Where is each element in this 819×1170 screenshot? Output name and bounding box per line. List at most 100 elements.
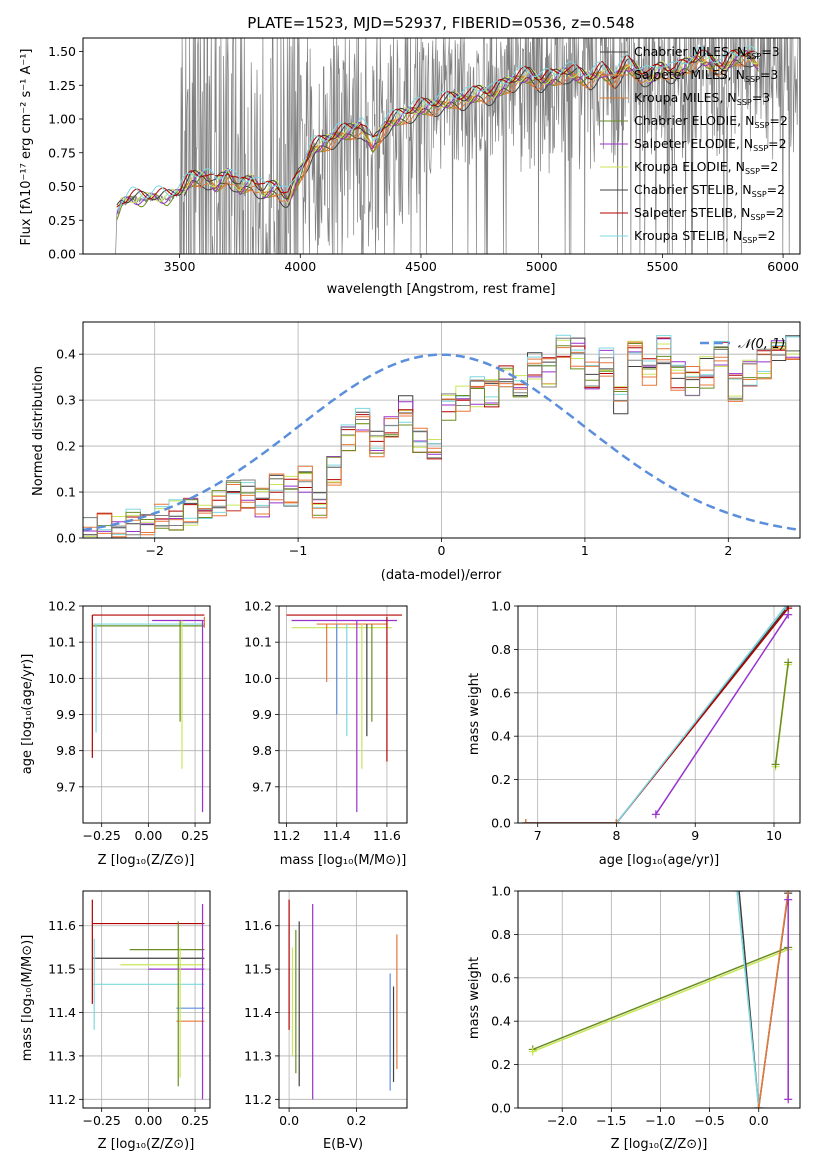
residuals-frame [82, 321, 801, 539]
spectrum-frame [82, 37, 801, 255]
histogram-series [83, 337, 800, 538]
x-tick-label: 0.25 [181, 828, 209, 843]
weight-vs-z-frame [517, 890, 801, 1109]
spectrum-legend: Chabrier MILES, NSSP=3 Salpeter MILES, NS… [600, 44, 788, 245]
weight-vs-age-panel: age [log₁₀(age/yr)] mass weight 7 8 9 10 0.0… [467, 599, 801, 868]
spectrum-data-line [83, 38, 800, 254]
y-tick-label: 0.4 [491, 1014, 511, 1029]
spectrum-title: PLATE=1523, MJD=52937, FIBERID=0536, z=0… [247, 14, 634, 32]
weight-vs-z-xlabel: Z [log₁₀(Z/Z⊙)] [611, 1137, 708, 1152]
x-tick-label: −1 [289, 543, 307, 558]
x-tick-label: 5500 [646, 259, 678, 274]
legend-subscript: SSP [752, 190, 767, 199]
legend-subscript: SSP [754, 121, 769, 130]
y-tick-label: 9.7 [252, 779, 272, 794]
legend-value: =2 [760, 159, 778, 174]
weight-line [525, 606, 787, 823]
age-vs-z-ticks: −0.25 0.00 0.25 9.7 9.8 9.9 10.0 10.1 10.2 [48, 599, 210, 843]
age-vs-z-panel: Z [log₁₀(Z/Z⊙)] age [log₁₀(age/yr)] −0.2… [20, 599, 211, 868]
mass-vs-z-panel: Z [log₁₀(Z/Z⊙)] mass [log₁₀(M/M⊙)] −0.25… [20, 890, 211, 1152]
weight-vs-z-plot [528, 891, 793, 1108]
legend-value: =3 [760, 67, 778, 82]
y-tick-label: 0.1 [56, 485, 76, 500]
y-tick-label: 1.0 [491, 599, 511, 614]
y-tick-label: 0.4 [56, 347, 76, 362]
y-tick-label: 10.0 [244, 671, 272, 686]
y-tick-label: 11.3 [244, 1048, 272, 1063]
mass-vs-z-plot [91, 899, 205, 1100]
y-tick-label: 10.1 [48, 635, 76, 650]
x-tick-label: −2.0 [547, 1113, 577, 1128]
x-tick-label: −1.5 [596, 1113, 626, 1128]
age-vs-mass-plot [286, 614, 402, 813]
weight-vs-age-frame [517, 605, 801, 824]
x-tick-label: 0.2 [347, 1113, 367, 1128]
weight-line [757, 891, 789, 1108]
age-vs-z-ylabel: age [log₁₀(age/yr)] [20, 654, 35, 775]
mass-vs-ebv-panel: E(B-V) 0.0 0.2 11.2 11.3 11.4 11.5 11.6 [244, 890, 408, 1152]
weight-line [736, 891, 760, 1108]
x-tick-label: 5000 [526, 259, 558, 274]
y-tick-label: 1.25 [48, 78, 76, 93]
x-tick-label: 7 [534, 828, 542, 843]
legend-label: Salpeter ELODIE, NSSP=2 [634, 136, 787, 153]
y-tick-label: 11.4 [244, 1005, 272, 1020]
legend-subscript: SSP [753, 144, 768, 153]
y-tick-label: 0.50 [48, 179, 76, 194]
legend-label: Kroupa MILES, NSSP=3 [634, 90, 770, 107]
weight-line [525, 606, 789, 823]
x-tick-label: −1.0 [645, 1113, 675, 1128]
y-tick-label: 0.4 [491, 729, 511, 744]
spectrum-model-line [116, 48, 759, 206]
legend-value: =2 [769, 113, 787, 128]
age-vs-mass-frame [278, 605, 408, 824]
spectrum-ticks: 3500 4000 4500 5000 5500 6000 0.00 0.25 0.50 0.75… [48, 44, 799, 274]
y-tick-label: 0.2 [491, 1057, 511, 1072]
x-tick-label: 2 [724, 543, 732, 558]
x-tick-label: 0.0 [749, 1113, 769, 1128]
y-tick-label: 9.9 [252, 707, 272, 722]
x-tick-label: 9 [691, 828, 699, 843]
mass-vs-z-ticks: −0.25 0.00 0.25 11.2 11.3 11.4 11.5 11.6 [48, 891, 210, 1128]
y-tick-label: 11.5 [48, 962, 76, 977]
x-tick-label: 0.00 [134, 828, 162, 843]
weight-vs-age-ylabel: mass weight [467, 673, 482, 755]
y-tick-label: 11.4 [48, 1005, 76, 1020]
y-tick-label: 9.7 [56, 779, 76, 794]
y-tick-label: 10.2 [244, 599, 272, 614]
spectrum-model-line [116, 49, 759, 215]
y-tick-label: 1.00 [48, 112, 76, 127]
x-tick-label: 0.00 [134, 1113, 162, 1128]
y-tick-label: 0.2 [491, 772, 511, 787]
x-tick-label: 11.2 [273, 828, 301, 843]
legend-label: 𝒩(0, 1) [738, 337, 785, 352]
weight-vs-z-ticks: −2.0 −1.5 −1.0 −0.5 0.0 0.0 0.2 0.4 0.6 0.8 1.0 [491, 884, 800, 1128]
legend-subscript: SSP [750, 213, 765, 222]
y-tick-label: 0.75 [48, 145, 76, 160]
legend-value: =2 [757, 228, 775, 243]
spectrum-model-line [184, 53, 759, 198]
y-tick-label: 0.0 [491, 816, 511, 831]
residuals-legend: 𝒩(0, 1) [700, 337, 785, 352]
y-tick-label: 0.00 [48, 247, 76, 262]
y-tick-label: 0.6 [491, 970, 511, 985]
spectrum-model-line [183, 59, 759, 208]
mass-vs-ebv-plot [288, 899, 398, 1100]
x-tick-label: 0 [438, 543, 446, 558]
y-tick-label: 9.8 [252, 743, 272, 758]
legend-value: =2 [767, 182, 785, 197]
x-tick-label: 11.4 [323, 828, 351, 843]
weight-line [655, 614, 789, 815]
residuals-panel: (data-model)/error Normed distribution −… [31, 321, 801, 583]
age-vs-z-plot [91, 614, 205, 813]
age-vs-mass-panel: mass [log₁₀(M/M⊙)] 11.2 11.4 11.6 9.7 9.8 9.9… [244, 599, 408, 868]
residuals-xlabel: (data-model)/error [381, 568, 502, 583]
legend-label: Salpeter MILES, NSSP=3 [634, 67, 778, 84]
legend-value: =3 [761, 44, 779, 59]
x-tick-label: −2 [145, 543, 163, 558]
legend-value: =2 [765, 205, 783, 220]
x-tick-label: 3500 [164, 259, 196, 274]
x-tick-label: 4500 [405, 259, 437, 274]
legend-subscript: SSP [746, 52, 761, 61]
spectrum-model-line [116, 45, 759, 211]
